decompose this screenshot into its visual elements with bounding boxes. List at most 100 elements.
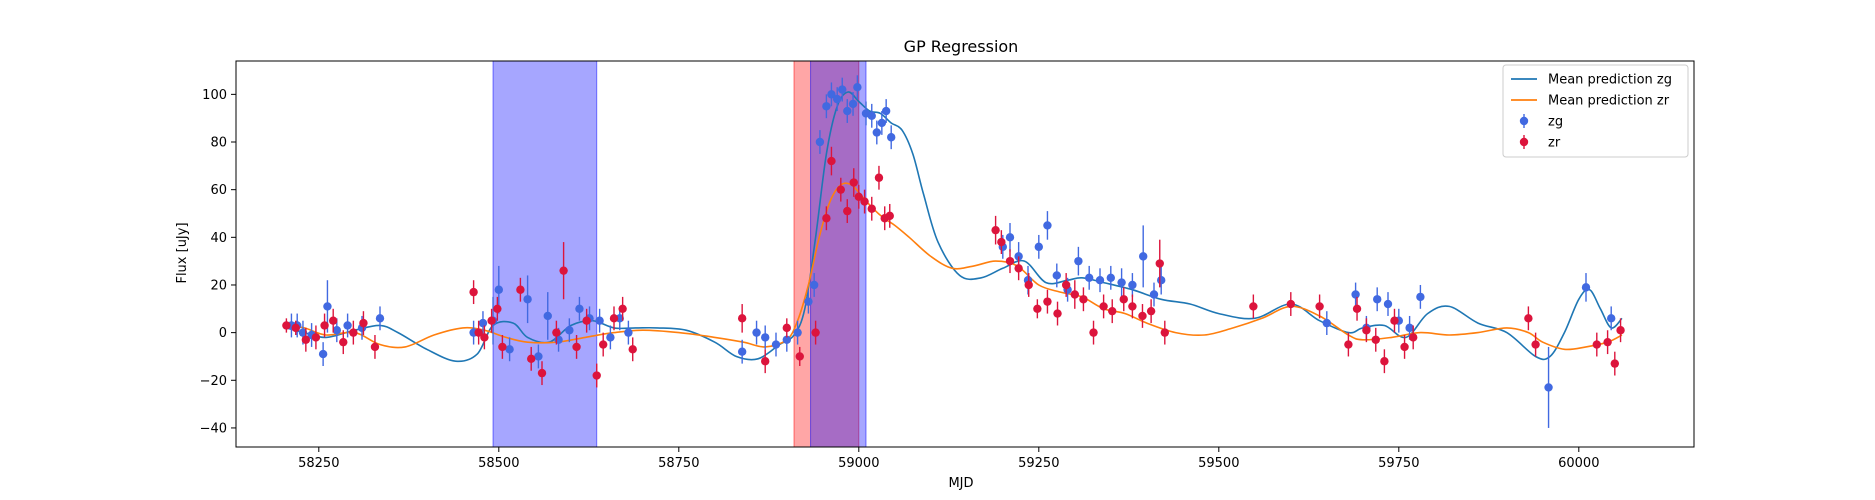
x-tick-label: 58250 — [298, 456, 339, 471]
zg-point — [478, 318, 488, 328]
zr-point — [1146, 306, 1156, 316]
zr-point — [849, 178, 858, 187]
zr-point — [1390, 316, 1399, 325]
zg-point — [1383, 299, 1393, 309]
zg-point — [843, 106, 852, 116]
mean-prediction-zg-line — [286, 91, 1623, 363]
zr-point — [1043, 297, 1052, 306]
zg-point — [523, 295, 532, 304]
zg-point — [838, 85, 847, 94]
zr-point — [493, 304, 502, 314]
zg-point — [1005, 233, 1015, 242]
legend-box — [1502, 64, 1689, 158]
zr-point — [811, 328, 820, 337]
zr-point — [1138, 311, 1147, 321]
zr-point — [761, 357, 770, 366]
zg-point — [332, 326, 341, 335]
y-tick-label: −20 — [200, 374, 227, 389]
zg-point — [822, 102, 831, 111]
zg-point — [887, 133, 896, 142]
zr-point — [1053, 309, 1062, 318]
zr-point — [282, 321, 291, 330]
zr-point — [628, 345, 637, 354]
x-tick-label: 59500 — [1198, 456, 1239, 471]
zg-point — [624, 328, 633, 337]
zr-point — [1089, 328, 1098, 337]
zg-point — [1157, 276, 1166, 285]
shaded-regions — [492, 60, 867, 448]
x-axis: 58250 58500 58750 59000 59250 59500 59750 60000 — [298, 447, 1599, 471]
zr-point — [1315, 302, 1324, 311]
zg-point — [575, 304, 584, 314]
y-axis: −40 −20 0 20 40 60 80 100 — [200, 88, 236, 436]
zr-point — [582, 316, 591, 325]
zr-point — [339, 337, 348, 347]
zg-point — [815, 137, 825, 147]
x-tick-label: 59750 — [1378, 456, 1419, 471]
zr-point — [1108, 306, 1117, 316]
zr-point — [997, 237, 1006, 247]
zr-point — [618, 304, 627, 314]
legend-label: Mean prediction zr — [1548, 94, 1670, 109]
legend-label: Mean prediction zg — [1548, 73, 1672, 88]
zr-point — [474, 328, 483, 337]
zr-point — [1128, 302, 1137, 311]
zr-point — [1616, 326, 1625, 335]
y-tick-label: −40 — [200, 421, 227, 436]
zg-point — [752, 328, 761, 337]
zr-point — [1531, 340, 1540, 349]
zg-point — [848, 99, 858, 109]
zg-point — [809, 280, 819, 290]
zg-point — [867, 111, 876, 121]
y-tick-label: 80 — [210, 136, 227, 151]
zg-point — [1351, 290, 1360, 299]
zr-point — [480, 333, 489, 342]
zr-point — [827, 156, 836, 166]
zr-point — [370, 342, 380, 352]
zr-point — [1352, 304, 1362, 314]
zr-point — [1603, 337, 1612, 347]
zg-point — [1043, 221, 1052, 230]
zg-point — [853, 83, 862, 92]
zr-point — [592, 371, 601, 380]
mean-prediction-zr-line — [286, 182, 1623, 351]
zr-point — [1344, 340, 1353, 349]
zr-point — [311, 333, 321, 342]
y-tick-label: 60 — [210, 183, 227, 198]
zr-point — [1024, 280, 1033, 290]
legend-marker-swatch — [1519, 137, 1529, 147]
x-tick-label: 59250 — [1018, 456, 1059, 471]
zg-point — [606, 333, 615, 342]
zr-point — [1119, 295, 1128, 304]
zr-point — [599, 340, 608, 349]
zg-point — [1074, 256, 1083, 266]
zr-point — [874, 173, 884, 182]
zr-point — [1371, 335, 1380, 344]
zr-point — [1380, 357, 1389, 366]
x-tick-label: 59000 — [838, 456, 879, 471]
zr-point — [1070, 290, 1080, 299]
y-tick-label: 0 — [219, 326, 227, 341]
zg-point — [595, 316, 604, 325]
zr-point — [1610, 359, 1620, 368]
x-tick-label: 60000 — [1558, 456, 1599, 471]
zr-point — [854, 192, 863, 202]
zg-point — [761, 333, 770, 342]
zg-point — [737, 347, 747, 356]
zr-point — [795, 352, 804, 361]
zg-point — [1106, 273, 1116, 283]
zr-point — [1286, 299, 1296, 309]
zg-point — [375, 314, 385, 323]
zg-point — [543, 311, 552, 321]
zg-point — [872, 128, 881, 137]
zr-point — [572, 342, 581, 352]
chart-title: GP Regression — [904, 37, 1019, 56]
zr-point — [1079, 295, 1088, 304]
zr-point — [1362, 326, 1371, 335]
zr-point — [822, 214, 831, 223]
zg-point — [565, 326, 574, 335]
zr-point — [609, 314, 619, 323]
zg-point — [318, 349, 328, 359]
series-zr — [282, 146, 1625, 388]
